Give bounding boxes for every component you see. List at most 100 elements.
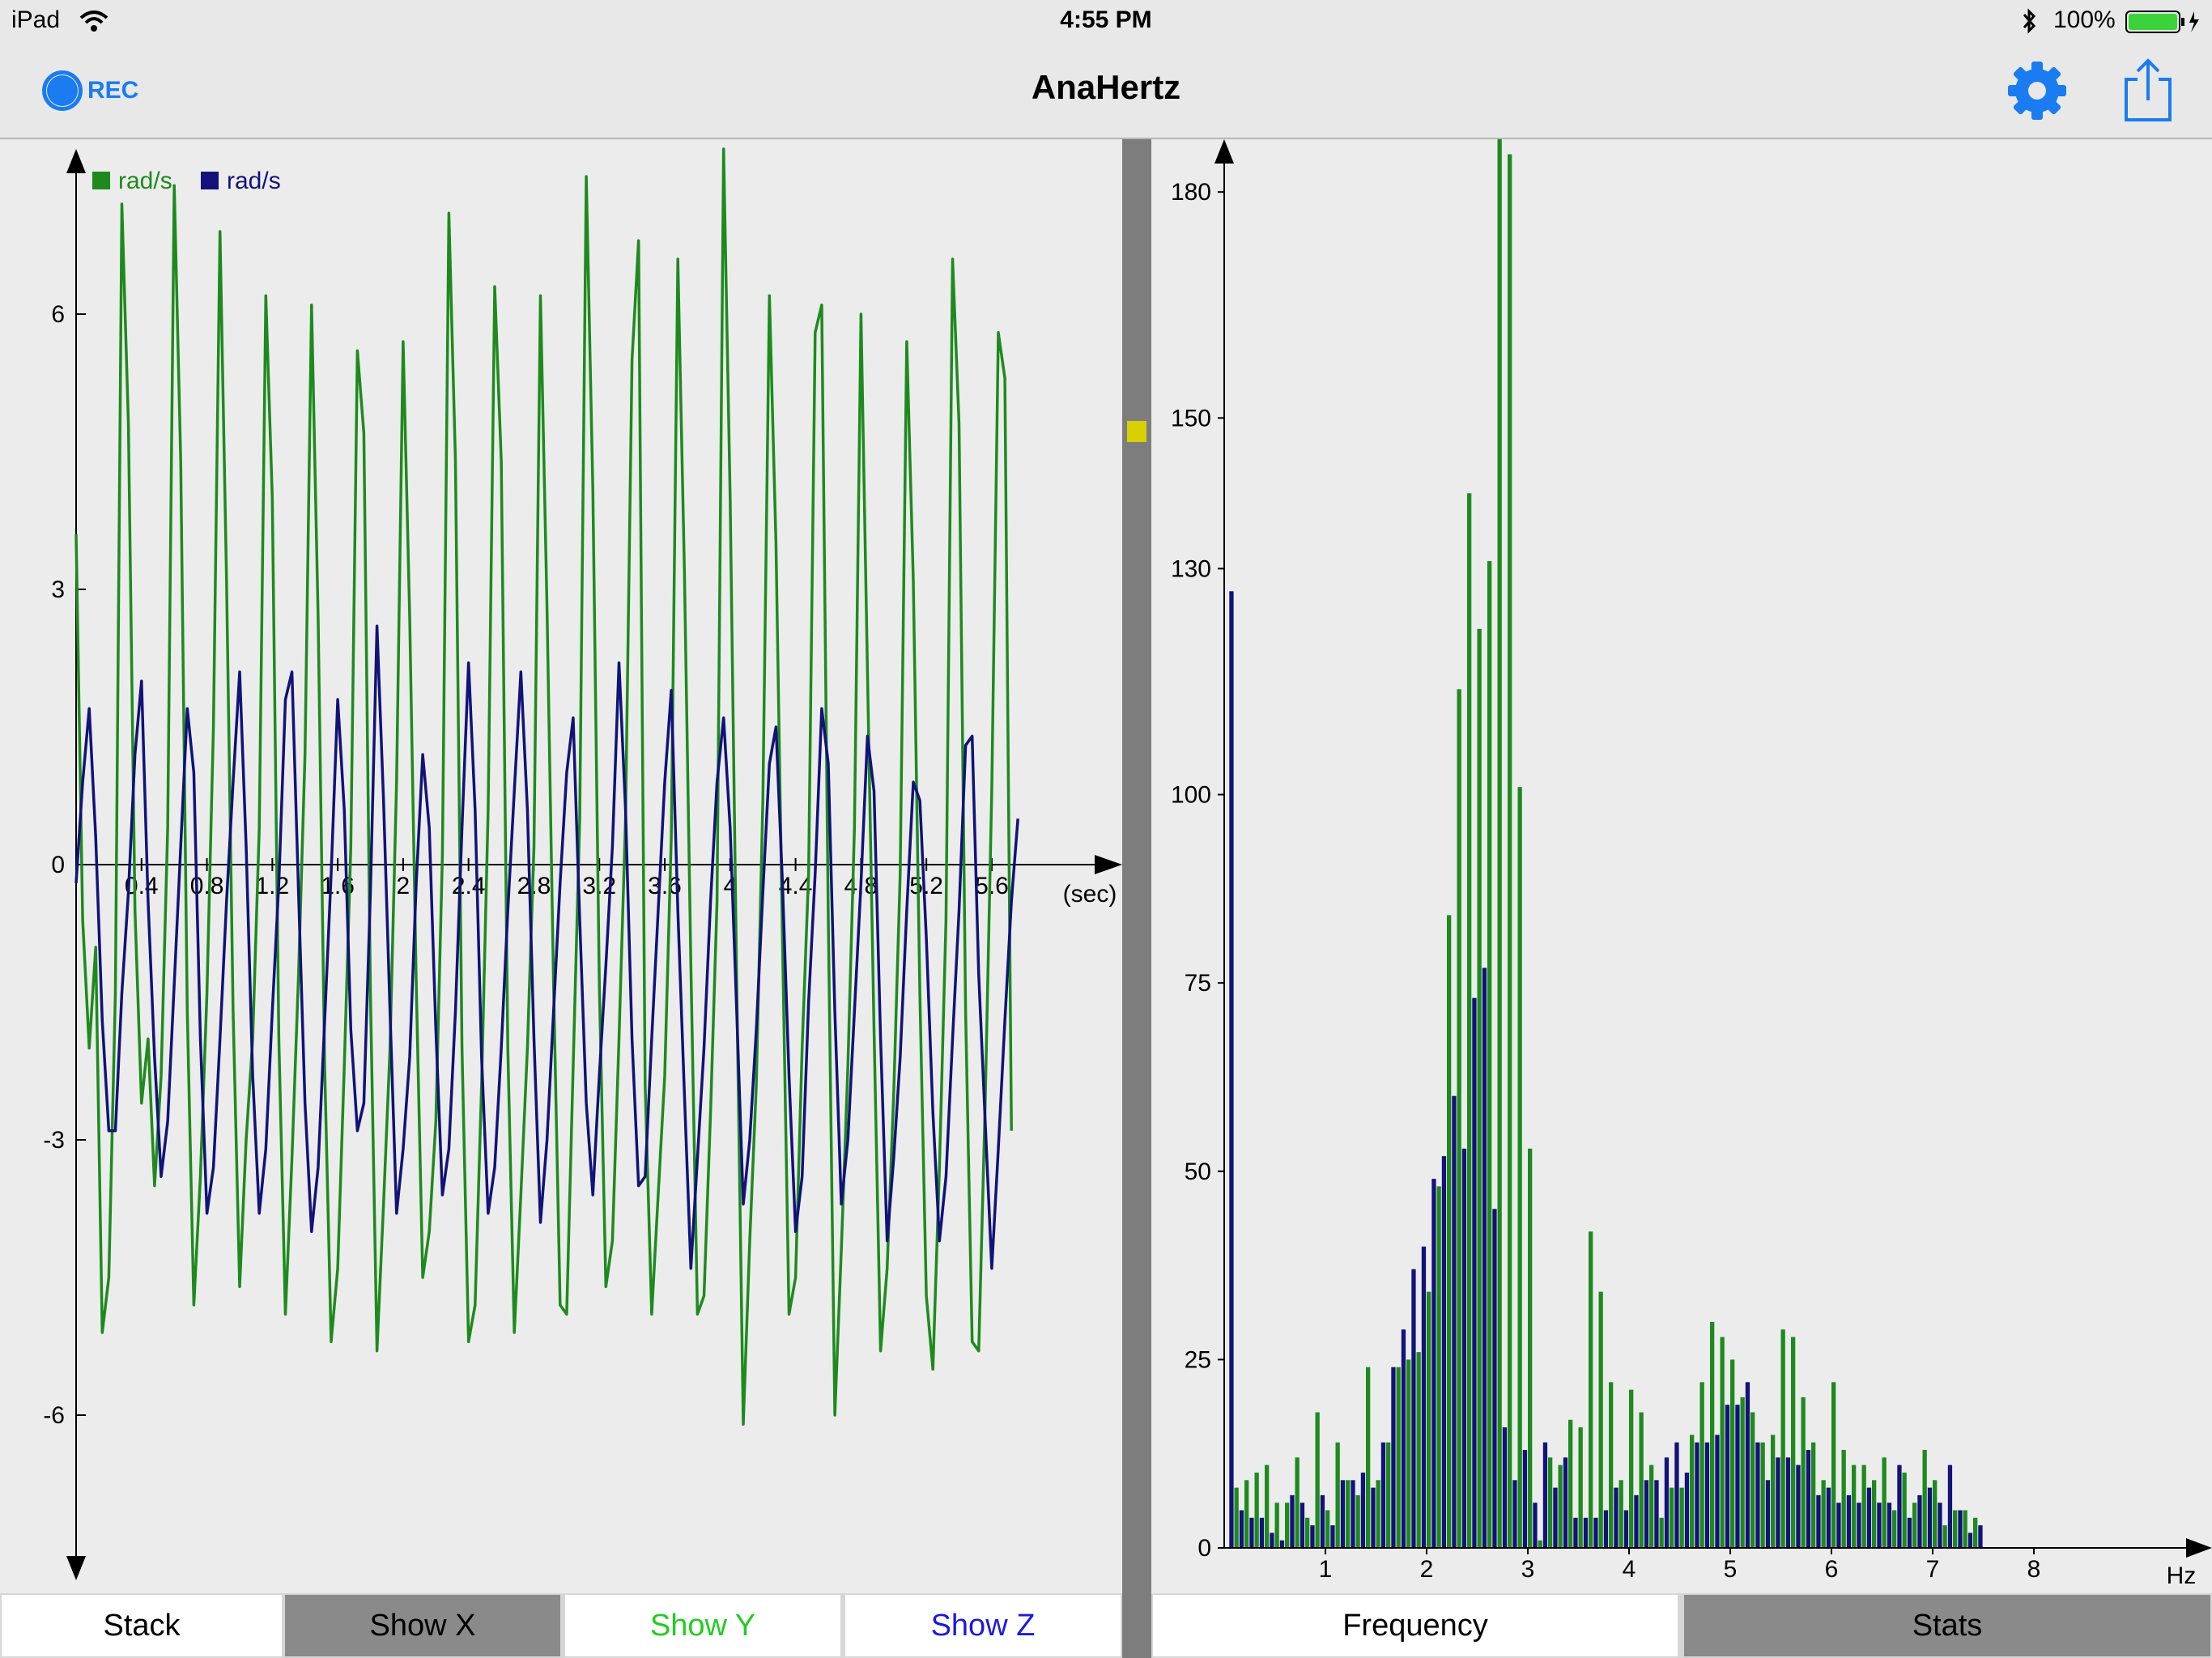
bar-z xyxy=(1502,1427,1508,1548)
show-y-button[interactable]: Show Y xyxy=(565,1595,840,1656)
bar-y xyxy=(1467,493,1472,1548)
bar-z xyxy=(1907,1517,1912,1548)
bar-y xyxy=(1609,1382,1614,1548)
bar-z xyxy=(1583,1517,1589,1548)
bar-z xyxy=(1482,967,1487,1548)
record-button[interactable]: REC xyxy=(42,65,138,117)
bar-y xyxy=(1872,1480,1877,1548)
bar-y xyxy=(1508,154,1512,1549)
bar-y xyxy=(1568,1419,1573,1548)
y-tick-label: 180 xyxy=(1171,179,1211,206)
bar-z xyxy=(1704,1442,1710,1548)
bar-z xyxy=(1967,1533,1973,1548)
bar-y xyxy=(1801,1397,1806,1548)
bar-z xyxy=(1492,1209,1497,1548)
bar-y xyxy=(1953,1510,1958,1548)
record-icon xyxy=(42,70,83,111)
bar-z xyxy=(1623,1510,1629,1548)
bar-y xyxy=(1973,1517,1978,1548)
bar-y xyxy=(1629,1389,1634,1548)
device-label: iPad xyxy=(11,6,61,33)
bar-y xyxy=(1305,1517,1310,1548)
bar-y xyxy=(1791,1337,1796,1548)
bar-z xyxy=(1593,1517,1598,1548)
bar-z xyxy=(1542,1442,1548,1548)
bar-y xyxy=(1902,1473,1907,1548)
bar-y xyxy=(1811,1442,1816,1548)
series-line-z xyxy=(74,624,1019,1270)
gear-icon[interactable] xyxy=(2005,58,2069,123)
bar-y xyxy=(1690,1435,1695,1548)
stats-button[interactable]: Stats xyxy=(1684,1595,2210,1656)
legend-swatch xyxy=(92,172,110,189)
bar-z xyxy=(1866,1487,1872,1548)
bar-y xyxy=(1730,1359,1735,1548)
y-tick-label: 50 xyxy=(1185,1158,1211,1185)
bar-y xyxy=(1649,1465,1654,1548)
panel-divider[interactable] xyxy=(1122,139,1151,1658)
bar-z xyxy=(1553,1487,1558,1548)
bar-z xyxy=(1421,1246,1427,1548)
bar-z xyxy=(1826,1487,1831,1548)
bar-y xyxy=(1831,1382,1836,1548)
bar-z xyxy=(1431,1179,1436,1548)
y-tick-label: -3 xyxy=(43,1127,65,1154)
legend-label: rad/s xyxy=(227,168,281,194)
stack-button[interactable]: Stack xyxy=(2,1595,282,1656)
bar-z xyxy=(1371,1487,1376,1548)
bar-z xyxy=(1512,1480,1517,1548)
bar-y xyxy=(1396,1367,1401,1548)
bar-y xyxy=(1265,1465,1270,1548)
bar-z xyxy=(1745,1382,1750,1548)
x-tick-label: 4 xyxy=(1623,1556,1636,1583)
y-tick-label: 100 xyxy=(1171,782,1211,809)
x-axis-label: Hz xyxy=(2167,1562,2197,1589)
share-icon[interactable] xyxy=(2120,57,2176,125)
bar-y xyxy=(1670,1487,1674,1548)
y-tick-label: 0 xyxy=(1197,1535,1211,1562)
bar-y xyxy=(1376,1480,1380,1548)
series-line-y xyxy=(74,147,1013,1426)
time-chart[interactable]: 630-3-60.4 0.8 1.2 1.6 2 2.4 2.8 3.2 3.6 4 4.4 4.8 5… xyxy=(0,139,1122,1593)
bar-y xyxy=(1325,1510,1330,1548)
bar-y xyxy=(1447,915,1452,1548)
bar-z xyxy=(1958,1510,1963,1548)
y-axis-arrow-down xyxy=(66,1556,86,1580)
bar-z xyxy=(1533,1503,1538,1548)
bar-y xyxy=(1457,689,1461,1548)
bar-z xyxy=(1360,1473,1366,1548)
bar-z xyxy=(1674,1442,1679,1548)
bar-z xyxy=(1229,591,1234,1548)
bar-y xyxy=(1771,1435,1776,1548)
bar-z xyxy=(1776,1457,1780,1548)
bar-y xyxy=(1295,1457,1300,1548)
bar-y xyxy=(1760,1442,1765,1548)
bar-z xyxy=(1796,1465,1801,1548)
bar-y xyxy=(1750,1412,1755,1548)
bar-z xyxy=(1239,1510,1244,1548)
bar-z xyxy=(1887,1503,1892,1548)
frequency-chart[interactable]: 0 25 50 75 100 130 150 180 1 2 3 4 5 6 7 8 Hz xyxy=(1151,139,2212,1593)
time-domain-panel[interactable]: 6 3 0 -3 -6 0.4 0.8 1.2 1.6 2 2.4 2.8 3.2 3.6 4 4.4 4.8 5… xyxy=(0,139,1122,1593)
bar-y xyxy=(1699,1382,1704,1548)
bar-z xyxy=(1765,1480,1771,1548)
frequency-panel[interactable]: 0 25 50 75 100 130 150 180 1 2 3 4 5 6 7 8 Hz xyxy=(1151,139,2212,1593)
bar-z xyxy=(1351,1480,1355,1548)
bar-y xyxy=(1679,1487,1684,1548)
bar-z xyxy=(1270,1533,1274,1548)
bar-y xyxy=(1335,1442,1340,1548)
bar-z xyxy=(1877,1503,1882,1548)
position-marker[interactable] xyxy=(1127,421,1146,442)
bar-z xyxy=(1978,1525,1983,1548)
y-tick-label: 130 xyxy=(1171,555,1211,582)
bar-y xyxy=(1852,1465,1857,1548)
frequency-button[interactable]: Frequency xyxy=(1153,1595,1678,1656)
y-tick-label: 6 xyxy=(51,301,65,328)
bar-z xyxy=(1290,1494,1295,1548)
show-x-button[interactable]: Show X xyxy=(285,1595,560,1656)
bar-z xyxy=(1785,1457,1791,1548)
bluetooth-icon xyxy=(2023,8,2036,34)
show-z-button[interactable]: Show Z xyxy=(845,1595,1121,1656)
bar-y xyxy=(1821,1480,1826,1548)
y-axis-arrow xyxy=(1214,139,1234,164)
